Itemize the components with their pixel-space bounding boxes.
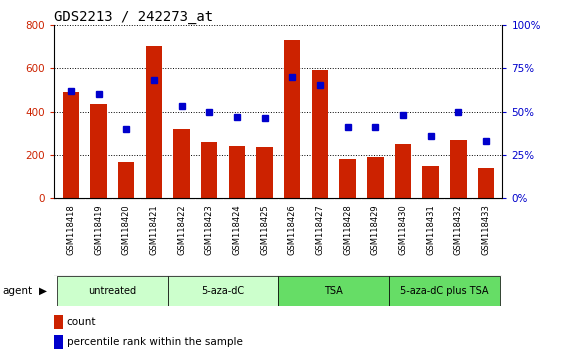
Text: TSA: TSA <box>324 286 343 296</box>
Text: GSM118424: GSM118424 <box>232 205 242 255</box>
Text: agent: agent <box>3 286 33 296</box>
Text: GSM118419: GSM118419 <box>94 205 103 255</box>
Text: GSM118431: GSM118431 <box>426 205 435 255</box>
Text: GSM118433: GSM118433 <box>481 205 490 255</box>
Text: GSM118422: GSM118422 <box>177 205 186 255</box>
Text: count: count <box>67 318 96 327</box>
Bar <box>279 276 389 306</box>
Bar <box>477 168 494 198</box>
Text: GSM118430: GSM118430 <box>399 205 407 255</box>
Text: GSM118429: GSM118429 <box>371 205 380 255</box>
Bar <box>422 166 439 198</box>
Text: GSM118420: GSM118420 <box>122 205 131 255</box>
Bar <box>118 162 135 198</box>
Bar <box>312 70 328 198</box>
Bar <box>450 140 467 198</box>
Text: 5-aza-dC: 5-aza-dC <box>202 286 244 296</box>
Text: untreated: untreated <box>89 286 136 296</box>
Bar <box>63 92 79 198</box>
Text: ▶: ▶ <box>39 286 47 296</box>
Bar <box>389 276 500 306</box>
Bar <box>339 159 356 198</box>
Bar <box>173 129 190 198</box>
Text: GSM118428: GSM118428 <box>343 205 352 255</box>
Bar <box>256 147 273 198</box>
Bar <box>228 146 245 198</box>
Bar <box>90 104 107 198</box>
Bar <box>201 142 218 198</box>
Text: GSM118421: GSM118421 <box>150 205 158 255</box>
Bar <box>395 144 411 198</box>
Bar <box>284 40 300 198</box>
Text: 5-aza-dC plus TSA: 5-aza-dC plus TSA <box>400 286 489 296</box>
Text: percentile rank within the sample: percentile rank within the sample <box>67 337 243 347</box>
Bar <box>57 276 168 306</box>
Text: GSM118425: GSM118425 <box>260 205 269 255</box>
Text: GSM118426: GSM118426 <box>288 205 297 255</box>
Text: GDS2213 / 242273_at: GDS2213 / 242273_at <box>54 10 214 24</box>
Bar <box>367 157 384 198</box>
Bar <box>54 335 63 348</box>
Bar <box>168 276 279 306</box>
Bar <box>54 315 63 329</box>
Text: GSM118427: GSM118427 <box>315 205 324 255</box>
Text: GSM118418: GSM118418 <box>66 205 75 255</box>
Text: GSM118423: GSM118423 <box>204 205 214 255</box>
Text: GSM118432: GSM118432 <box>454 205 463 255</box>
Bar <box>146 46 162 198</box>
